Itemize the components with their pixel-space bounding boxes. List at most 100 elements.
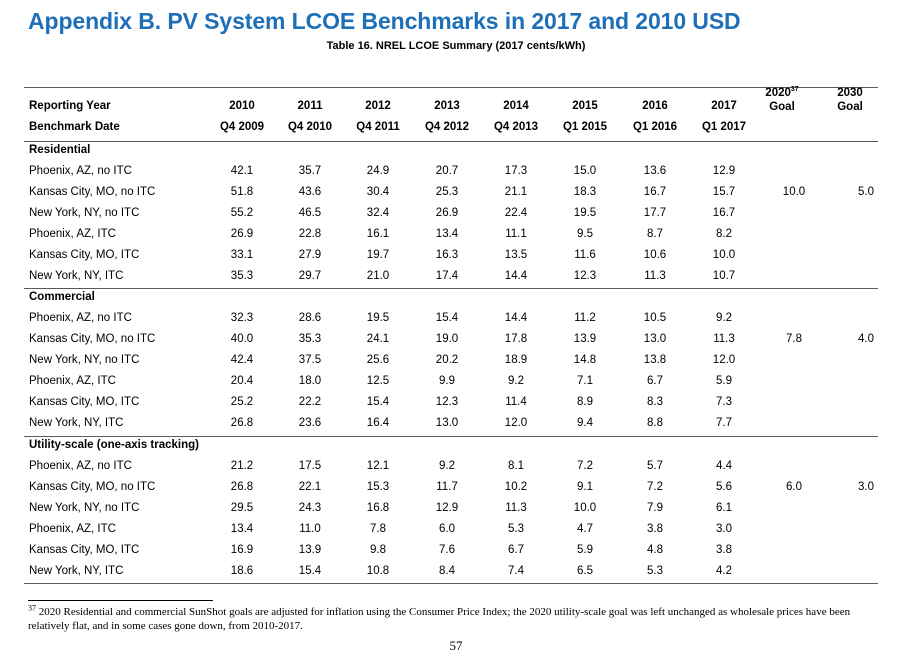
table-cell: 11.1 bbox=[505, 228, 527, 240]
table-top-rule bbox=[24, 87, 878, 88]
table-cell: 26.9 bbox=[230, 228, 254, 240]
table-cell: 16.7 bbox=[643, 186, 667, 198]
year-header: 2013 bbox=[434, 100, 460, 112]
table-cell: 46.5 bbox=[298, 207, 322, 219]
table-cell: 7.7 bbox=[716, 417, 732, 429]
table-cell: 9.5 bbox=[577, 228, 593, 240]
table-cell: 4.8 bbox=[647, 544, 663, 556]
table-cell: 10.8 bbox=[366, 565, 390, 577]
table-cell: 14.4 bbox=[504, 312, 528, 324]
table-cell: 22.4 bbox=[504, 207, 528, 219]
row-label: Phoenix, AZ, ITC bbox=[29, 523, 116, 535]
table-cell: 12.9 bbox=[712, 165, 736, 177]
table-cell: 27.9 bbox=[298, 249, 322, 261]
table-cell: 12.9 bbox=[435, 502, 459, 514]
row-label: Kansas City, MO, ITC bbox=[29, 396, 140, 408]
table-cell: 11.6 bbox=[574, 249, 596, 261]
table-cell: 18.9 bbox=[504, 354, 528, 366]
table-cell: 28.6 bbox=[298, 312, 322, 324]
row-label: Kansas City, MO, no ITC bbox=[29, 481, 156, 493]
table-cell: 12.3 bbox=[573, 270, 597, 282]
table-cell: 15.4 bbox=[298, 565, 322, 577]
table-cell: 8.9 bbox=[577, 396, 593, 408]
footnote: 37 2020 Residential and commercial SunSh… bbox=[28, 604, 888, 633]
table-cell: 25.2 bbox=[230, 396, 254, 408]
table-cell: 22.1 bbox=[298, 481, 322, 493]
table-cell: 8.7 bbox=[647, 228, 663, 240]
table-cell: 10.0 bbox=[573, 502, 597, 514]
row-label: Kansas City, MO, ITC bbox=[29, 249, 140, 261]
table-cell: 55.2 bbox=[230, 207, 254, 219]
table-cell: 9.4 bbox=[577, 417, 593, 429]
table-cell: 6.5 bbox=[577, 565, 593, 577]
year-header: 2016 bbox=[642, 100, 668, 112]
footnote-ref-37[interactable]: 37 bbox=[790, 86, 799, 94]
reporting-year-label: Reporting Year bbox=[29, 100, 111, 112]
table-cell: 21.1 bbox=[504, 186, 528, 198]
table-cell: 32.4 bbox=[366, 207, 390, 219]
row-label: Phoenix, AZ, ITC bbox=[29, 375, 116, 387]
year-header: 2017 bbox=[711, 100, 737, 112]
table-cell: 10.7 bbox=[712, 270, 736, 282]
benchmark-date-header: Q4 2009 bbox=[219, 121, 265, 133]
section-title: Residential bbox=[29, 144, 91, 156]
goal-2030-value: 3.0 bbox=[858, 481, 874, 493]
table-cell: 35.7 bbox=[298, 165, 322, 177]
table-cell: 13.9 bbox=[298, 544, 322, 556]
benchmark-date-header: Q4 2012 bbox=[424, 121, 470, 133]
year-header: 2012 bbox=[365, 100, 391, 112]
table-cell: 6.7 bbox=[508, 544, 524, 556]
table-cell: 11.7 bbox=[436, 481, 458, 493]
benchmark-date-header: Q4 2013 bbox=[493, 121, 539, 133]
table-cell: 12.1 bbox=[366, 460, 390, 472]
benchmark-date-header: Q4 2011 bbox=[356, 121, 400, 133]
table-cell: 24.1 bbox=[366, 333, 390, 345]
table-cell: 11.3 bbox=[713, 333, 735, 345]
table-cell: 25.6 bbox=[366, 354, 390, 366]
table-cell: 16.3 bbox=[435, 249, 459, 261]
table-cell: 12.3 bbox=[435, 396, 459, 408]
table-cell: 42.4 bbox=[230, 354, 254, 366]
goal-2020-value: 7.8 bbox=[786, 333, 802, 345]
row-label: New York, NY, ITC bbox=[29, 417, 124, 429]
table-cell: 5.9 bbox=[716, 375, 732, 387]
table-cell: 13.5 bbox=[504, 249, 528, 261]
table-cell: 19.0 bbox=[435, 333, 459, 345]
benchmark-date-label: Benchmark Date bbox=[29, 121, 120, 133]
table-cell: 8.8 bbox=[647, 417, 663, 429]
goal-2020-value: 10.0 bbox=[782, 186, 806, 198]
table-cell: 19.7 bbox=[366, 249, 390, 261]
table-cell: 13.6 bbox=[643, 165, 667, 177]
table-cell: 14.4 bbox=[504, 270, 528, 282]
section-rule bbox=[24, 141, 878, 142]
table-cell: 7.2 bbox=[577, 460, 593, 472]
table-cell: 7.2 bbox=[647, 481, 663, 493]
table-cell: 18.0 bbox=[298, 375, 322, 387]
benchmark-date-header: Q1 2017 bbox=[701, 121, 747, 133]
row-label: Phoenix, AZ, no ITC bbox=[29, 165, 132, 177]
table-cell: 24.9 bbox=[366, 165, 390, 177]
table-cell: 15.3 bbox=[366, 481, 390, 493]
table-cell: 35.3 bbox=[230, 270, 254, 282]
table-caption: Table 16. NREL LCOE Summary (2017 cents/… bbox=[326, 40, 586, 52]
section-title: Commercial bbox=[29, 291, 95, 303]
table-cell: 4.4 bbox=[716, 460, 732, 472]
row-label: Kansas City, MO, no ITC bbox=[29, 333, 156, 345]
table-cell: 10.6 bbox=[643, 249, 667, 261]
table-cell: 6.0 bbox=[439, 523, 455, 535]
table-cell: 30.4 bbox=[366, 186, 390, 198]
table-cell: 8.2 bbox=[716, 228, 732, 240]
table-cell: 13.4 bbox=[230, 523, 254, 535]
row-label: Phoenix, AZ, no ITC bbox=[29, 460, 132, 472]
table-cell: 16.4 bbox=[366, 417, 390, 429]
table-cell: 17.8 bbox=[504, 333, 528, 345]
table-cell: 17.7 bbox=[643, 207, 667, 219]
table-cell: 4.7 bbox=[577, 523, 593, 535]
table-cell: 16.8 bbox=[366, 502, 390, 514]
table-cell: 7.4 bbox=[508, 565, 524, 577]
table-cell: 16.7 bbox=[712, 207, 736, 219]
table-cell: 9.8 bbox=[370, 544, 386, 556]
table-cell: 7.8 bbox=[370, 523, 386, 535]
table-cell: 9.2 bbox=[716, 312, 732, 324]
table-cell: 20.7 bbox=[435, 165, 459, 177]
